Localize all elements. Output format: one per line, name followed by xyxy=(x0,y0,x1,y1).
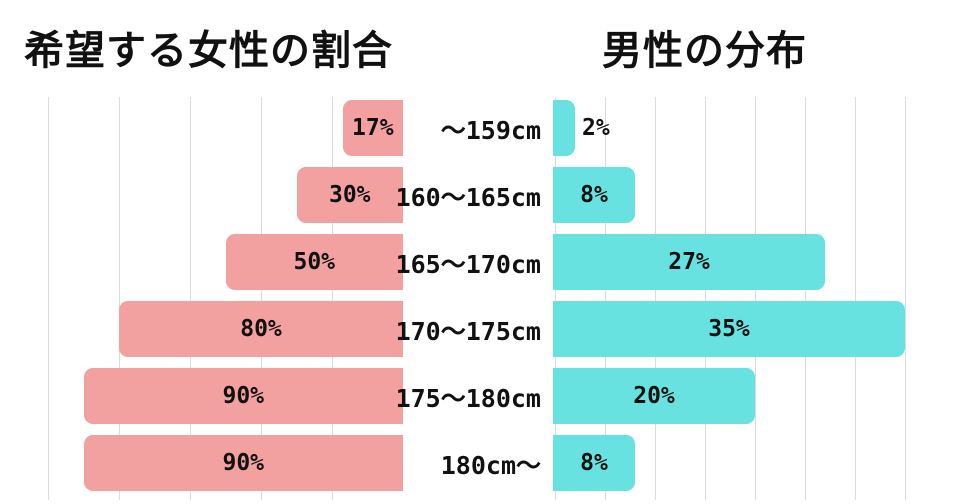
men-bar-value-label: 8% xyxy=(580,450,608,476)
right-axis-gridline-20pct xyxy=(755,97,756,500)
men-bar-value-label: 2% xyxy=(582,115,610,141)
height-category-label: 170～175cm xyxy=(395,316,541,346)
left-axis-gridline-20pct xyxy=(332,97,333,500)
right-axis-gridline-15pct xyxy=(705,97,706,500)
left-axis-gridline-60pct xyxy=(190,97,191,500)
left-axis-gridline-40pct xyxy=(261,97,262,500)
height-category-label: ～159cm xyxy=(440,115,541,145)
women-bar-180cm～: 90% xyxy=(83,435,403,491)
right-axis-gridline-10pct xyxy=(655,97,656,500)
men-bar-175～180cm: 20% xyxy=(553,368,755,424)
men-bar-row: 8% xyxy=(553,430,960,497)
right-axis-gridline-30pct xyxy=(855,97,856,500)
right-axis-gridline-0pct xyxy=(555,97,556,500)
height-category-label: 165～170cm xyxy=(395,249,541,279)
men-distribution-bar-panel: 2% 8% 27% 35% 20% 8% xyxy=(553,95,960,500)
left-axis-gridline-100pct xyxy=(48,97,49,500)
men-bar-value-label: 35% xyxy=(708,316,750,342)
height-category-label: 160～165cm xyxy=(395,182,541,212)
men-bar-value-label: 8% xyxy=(580,182,608,208)
men-bar-160～165cm: 8% xyxy=(553,167,635,223)
height-category-label: 175～180cm xyxy=(395,383,541,413)
women-bar-～159cm: 17% xyxy=(342,100,403,156)
men-bar-row: 35% xyxy=(553,296,960,363)
women-bar-170～175cm: 80% xyxy=(119,301,403,357)
height-category-label: 180cm～ xyxy=(440,450,541,480)
women-bar-row: 50% xyxy=(48,229,403,296)
women-bar-165～170cm: 50% xyxy=(225,234,403,290)
men-bar-value-label: 20% xyxy=(633,383,675,409)
men-bar-170～175cm: 35% xyxy=(553,301,905,357)
left-axis-gridline-80pct xyxy=(119,97,120,500)
right-axis-gridline-35pct xyxy=(905,97,906,500)
women-bar-row: 80% xyxy=(48,296,403,363)
men-bar-row: 27% xyxy=(553,229,960,296)
women-bar-row: 17% xyxy=(48,95,403,162)
women-bar-value-label: 80% xyxy=(240,316,282,342)
women-bar-row: 90% xyxy=(48,430,403,497)
left-series-title: 希望する女性の割合 xyxy=(24,28,393,74)
women-bar-row: 30% xyxy=(48,162,403,229)
height-category-axis: ～159cm 160～165cm 165～170cm 170～175cm 175～180… xyxy=(395,95,553,500)
women-bar-row: 90% xyxy=(48,363,403,430)
men-bar-～159cm xyxy=(553,100,575,156)
men-bar-row: 2% xyxy=(553,95,960,162)
right-series-title: 男性の分布 xyxy=(602,28,807,74)
men-bar-row: 20% xyxy=(553,363,960,430)
women-bar-value-label: 50% xyxy=(293,249,336,275)
women-bar-value-label: 90% xyxy=(222,450,265,476)
right-axis-gridline-25pct xyxy=(805,97,806,500)
women-bar-value-label: 90% xyxy=(222,383,265,409)
women-bar-value-label: 30% xyxy=(328,182,371,208)
women-preference-bar-panel: 17% 30% 50% 80% 90% 90% xyxy=(48,95,403,500)
men-bar-row: 8% xyxy=(553,162,960,229)
women-bar-160～165cm: 30% xyxy=(296,167,403,223)
men-bar-180cm～: 8% xyxy=(553,435,635,491)
men-bar-value-label: 27% xyxy=(668,249,710,275)
men-bar-165～170cm: 27% xyxy=(553,234,825,290)
right-axis-gridline-5pct xyxy=(605,97,606,500)
women-bar-175～180cm: 90% xyxy=(83,368,403,424)
women-bar-value-label: 17% xyxy=(352,115,394,141)
